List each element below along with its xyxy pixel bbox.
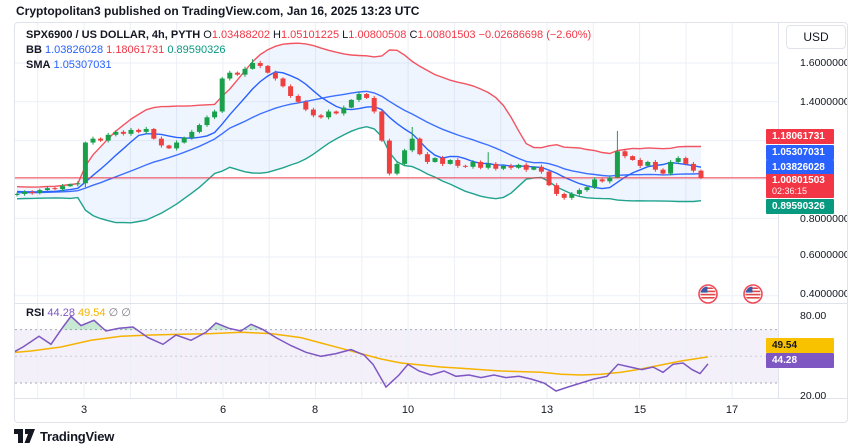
- rsi-legend: RSI 44.28 49.54 ∅ ∅: [26, 307, 131, 319]
- time-axis-label: 13: [540, 404, 554, 416]
- rsi-pane[interactable]: [15, 304, 778, 398]
- close-value: 1.00801503: [417, 29, 476, 41]
- high-value: 1.05101225: [280, 29, 340, 41]
- symbol-logo-flag-icon: [743, 284, 763, 304]
- open-value: 1.03488202: [211, 29, 270, 41]
- price-scale-label: 0.60000000: [800, 249, 847, 261]
- bb-basis-value: 1.03826028: [44, 44, 104, 56]
- price-chart-pane[interactable]: [15, 23, 778, 304]
- price-scale-label: 0.40000000: [800, 288, 847, 300]
- attribution-text[interactable]: Cryptopolitan3 published on TradingView.…: [16, 4, 420, 18]
- rsi-ma-value: 49.54: [78, 307, 106, 319]
- symbol-logo-flag-icon: [698, 284, 718, 304]
- time-axis-label: 17: [725, 404, 739, 416]
- bb-upper-badge-value: 1.18061731: [766, 129, 834, 144]
- price-scale-label: 0.80000000: [800, 213, 847, 225]
- bb-basis-badge-value: 1.03826028: [766, 160, 834, 175]
- tradingview-logo[interactable]: TradingView: [14, 428, 114, 444]
- time-axis-border: [15, 398, 847, 399]
- sma-ma-badge-value: 1.05307031: [766, 145, 834, 160]
- low-value: 1.00800508: [348, 29, 407, 41]
- tradingview-logo-icon: [14, 429, 35, 443]
- time-axis-label: 10: [401, 404, 415, 416]
- sma-legend-row: SMA 1.05307031: [26, 59, 112, 71]
- time-axis-label: 6: [219, 404, 227, 416]
- time-axis-label: 8: [311, 404, 319, 416]
- empty-set-icon: ∅: [108, 307, 119, 319]
- countdown-timer: 02:36:15: [772, 186, 808, 196]
- bb-lower-badge-value: 0.89590326: [766, 199, 834, 214]
- bb-legend-row: BB 1.03826028 1.18061731 0.89590326: [26, 44, 226, 56]
- bb-lower-value: 0.89590326: [167, 44, 226, 56]
- currency-unit-button[interactable]: USD: [786, 25, 846, 49]
- rsi-badge-value: 44.28: [766, 353, 834, 368]
- change-value: −0.02686698 (−2.60%): [478, 29, 592, 41]
- price-scale-label: 1.40000000: [800, 96, 847, 108]
- symbol-title[interactable]: SPX6900 / US DOLLAR, 4h, PYTH: [26, 29, 201, 41]
- price-scale-label: 80.00: [800, 310, 827, 322]
- pane-separator[interactable]: [15, 303, 847, 304]
- main-legend: SPX6900 / US DOLLAR, 4h, PYTH O1.0348820…: [26, 28, 591, 73]
- empty-set-icon: ∅: [121, 307, 131, 319]
- time-axis-label: 15: [633, 404, 647, 416]
- sma-value: 1.05307031: [53, 59, 112, 71]
- tradingview-wordmark: TradingView: [40, 428, 115, 444]
- price-scale-label: 1.60000000: [800, 57, 847, 69]
- last-price-badge-value: 1.00801503 02:36:15: [766, 174, 834, 198]
- rsi-based-ma-badge-value: 49.54: [766, 338, 834, 353]
- rsi-value: 44.28: [47, 307, 75, 319]
- bb-upper-value: 1.18061731: [106, 44, 165, 56]
- time-axis-label: 3: [80, 404, 88, 416]
- chart-frame: SPX6900 / US DOLLAR, 4h, PYTH O1.0348820…: [14, 22, 848, 423]
- price-scale-label: 20.00: [800, 390, 827, 402]
- ohlc-row: SPX6900 / US DOLLAR, 4h, PYTH O1.0348820…: [26, 29, 592, 41]
